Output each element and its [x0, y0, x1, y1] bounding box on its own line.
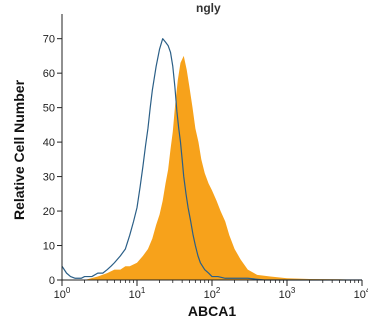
x-tick-label: 101: [129, 286, 146, 301]
x-tick-label: 102: [204, 286, 221, 301]
y-tick-label: 30: [43, 172, 55, 184]
x-tick-label: 103: [279, 286, 296, 301]
axes: 0 10 20 30 40 50 60 70 100 101 102 103 104: [43, 14, 368, 301]
y-tick-label: 20: [43, 206, 55, 218]
y-tick-label: 10: [43, 241, 55, 253]
y-tick-label: 50: [43, 103, 55, 115]
filled-histogram-series: [62, 55, 362, 280]
y-tick-label: 0: [49, 275, 55, 287]
top-text-fragment: ngly: [196, 1, 221, 15]
x-tick-label: 100: [54, 286, 71, 301]
x-tick-label: 104: [354, 286, 368, 301]
outline-histogram-series: [61, 38, 362, 281]
y-tick-label: 70: [43, 34, 55, 46]
y-axis-title: Relative Cell Number: [11, 79, 27, 220]
x-axis-title: ABCA1: [188, 303, 236, 319]
y-tick-label: 40: [43, 137, 55, 149]
y-tick-label: 60: [43, 68, 55, 80]
plot-area: [61, 38, 362, 281]
